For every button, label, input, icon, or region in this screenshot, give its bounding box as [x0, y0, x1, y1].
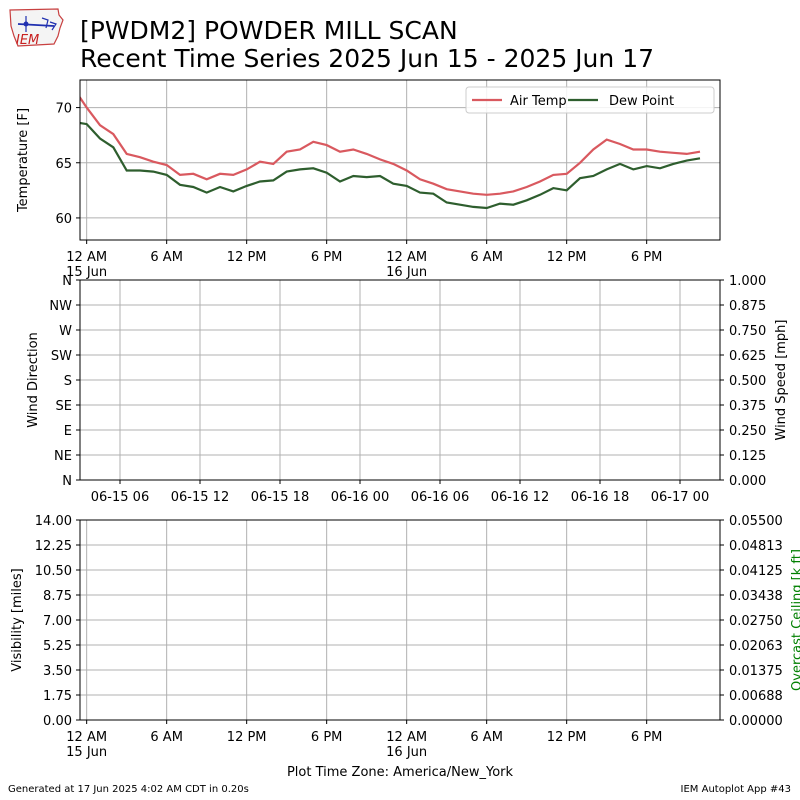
generated-footer: Generated at 17 Jun 2025 4:02 AM CDT in …: [8, 784, 249, 795]
x-tick-label: 12 PM: [547, 250, 587, 265]
plot-frame: [79, 279, 721, 481]
y-right-tick-label: 0.625: [729, 349, 766, 364]
legend-label-air-temp: Air Temp: [510, 94, 567, 109]
y-tick-label: S: [64, 374, 72, 389]
x-tick-label: 6 AM: [470, 250, 503, 265]
x-tick-label: 06-17 00: [651, 490, 709, 505]
logo-text: IEM: [16, 33, 39, 48]
x-tick-label: 6 PM: [631, 250, 662, 265]
x-tick-label: 12 PM: [227, 730, 267, 745]
y-tick-label: 5.25: [43, 639, 72, 654]
y-tick-label: 7.00: [43, 614, 72, 629]
x-tick-label: 06-16 00: [331, 490, 389, 505]
x-tick-label: 12 AM: [66, 250, 107, 265]
y-right-tick-label: 0.375: [729, 399, 766, 414]
x-tick-label: 06-15 06: [91, 490, 149, 505]
legend-label-dew-point: Dew Point: [609, 94, 674, 109]
legend: Air Temp Dew Point: [465, 86, 715, 114]
x-tick-label: 12 AM: [66, 730, 107, 745]
x-tick-label: 6 PM: [631, 730, 662, 745]
x-tick-label: 12 AM: [386, 250, 427, 265]
chart-title-line2: Recent Time Series 2025 Jun 15 - 2025 Ju…: [80, 44, 654, 73]
x-tick-label: 06-15 12: [171, 490, 229, 505]
y-right-tick-label: 0.03438: [729, 589, 783, 604]
y-right-tick-label: 0.250: [729, 424, 766, 439]
y-tick-label: 8.75: [43, 589, 72, 604]
y-right-tick-label: 0.500: [729, 374, 766, 389]
y-tick-label: W: [59, 324, 72, 339]
air-temp-line: [80, 95, 701, 196]
wind-panel: N NE E SE S SW W NW N 0.000 0.125 0.250 0.375 0.500 0.…: [26, 274, 789, 505]
y-right-tick-label: 0.04813: [729, 539, 783, 554]
y-tick-label: N: [62, 274, 72, 289]
x-tick-label: 06-16 18: [571, 490, 629, 505]
y-tick-label: 1.75: [43, 689, 72, 704]
y-tick-label: 70: [55, 102, 72, 117]
y-tick-label: 0.00: [43, 714, 72, 729]
y-axis-label: Wind Direction: [26, 332, 41, 428]
y-axis-label: Temperature [F]: [16, 108, 31, 213]
y-tick-label: 12.25: [35, 539, 72, 554]
chart-title-line1: [PWDM2] POWDER MILL SCAN: [80, 16, 458, 45]
y-tick-label: NE: [54, 449, 72, 464]
x-tick-label: 06-15 18: [251, 490, 309, 505]
x-tick-label: 6 AM: [150, 730, 183, 745]
y-tick-label: 14.00: [35, 514, 72, 529]
y-tick-label: 65: [55, 157, 72, 172]
plot-frame: [79, 519, 721, 721]
x-tick-label: 12 PM: [547, 730, 587, 745]
app-footer: IEM Autoplot App #43: [680, 784, 791, 795]
y-tick-label: E: [64, 424, 72, 439]
x-tick-label: 6 AM: [150, 250, 183, 265]
y-right-tick-label: 1.000: [729, 274, 766, 289]
y-right-tick-label: 0.04125: [729, 564, 783, 579]
visibility-panel: 0.00 1.75 3.50 5.25 7.00 8.75 10.50 12.25 14.00 0…: [10, 514, 800, 760]
y-right-axis-label: Overcast Ceiling [k ft]: [790, 549, 800, 691]
dew-point-line: [80, 121, 701, 210]
y-right-tick-label: 0.01375: [729, 664, 783, 679]
timezone-label: Plot Time Zone: America/New_York: [286, 765, 514, 780]
iem-logo: IEM: [6, 6, 64, 52]
x-tick-sublabel: 15 Jun: [66, 265, 107, 280]
plot-frame: [79, 79, 721, 241]
y-tick-label: 3.50: [43, 664, 72, 679]
y-right-tick-label: 0.02063: [729, 639, 783, 654]
y-tick-label: NW: [49, 299, 72, 314]
y-tick-label: SE: [56, 399, 72, 414]
x-tick-label: 12 AM: [386, 730, 427, 745]
y-right-tick-label: 0.125: [729, 449, 766, 464]
x-tick-sublabel: 15 Jun: [66, 745, 107, 760]
y-right-tick-label: 0.00000: [729, 714, 783, 729]
y-right-tick-label: 0.02750: [729, 614, 783, 629]
x-tick-label: 06-16 12: [491, 490, 549, 505]
x-tick-label: 06-16 06: [411, 490, 469, 505]
y-right-tick-label: 0.750: [729, 324, 766, 339]
y-right-axis-label: Wind Speed [mph]: [774, 320, 789, 441]
x-tick-label: 6 AM: [470, 730, 503, 745]
x-tick-sublabel: 16 Jun: [386, 745, 427, 760]
y-tick-label: 10.50: [35, 564, 72, 579]
y-right-tick-label: 0.00688: [729, 689, 783, 704]
y-right-tick-label: 0.875: [729, 299, 766, 314]
y-tick-label: N: [62, 474, 72, 489]
y-axis-label: Visibility [miles]: [10, 568, 25, 671]
y-right-tick-label: 0.05500: [729, 514, 783, 529]
y-tick-label: SW: [51, 349, 72, 364]
iowa-outline-icon: IEM: [9, 8, 64, 48]
x-tick-label: 6 PM: [311, 250, 342, 265]
y-right-tick-label: 0.000: [729, 474, 766, 489]
x-tick-label: 12 PM: [227, 250, 267, 265]
y-tick-label: 60: [55, 212, 72, 227]
x-tick-sublabel: 16 Jun: [386, 265, 427, 280]
x-tick-label: 6 PM: [311, 730, 342, 745]
